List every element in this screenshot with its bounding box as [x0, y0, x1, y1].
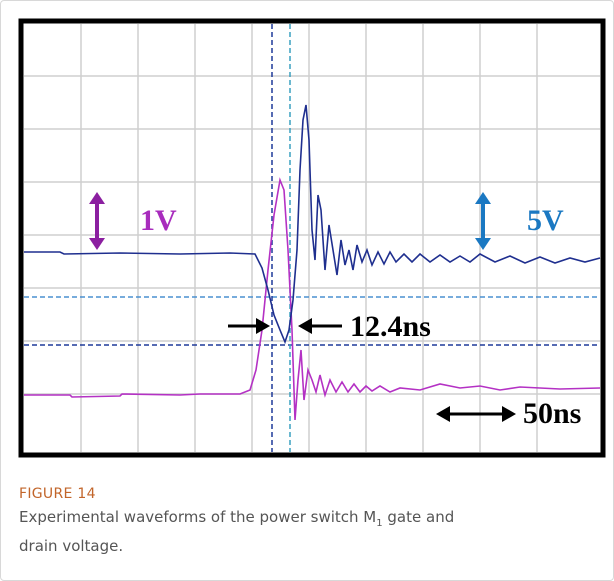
annotation: 1V [140, 204, 177, 237]
caption-text: Experimental waveforms of the power swit… [19, 506, 489, 557]
annotation: 5V [527, 204, 564, 237]
oscilloscope-image: 1V 5V 12.4ns 50ns [0, 0, 614, 470]
annotation: 12.4ns [350, 310, 431, 343]
caption-text-part: Experimental waveforms of the power swit… [19, 508, 376, 526]
page: 1V 5V 12.4ns 50ns FIGURE 14 Experimental… [0, 0, 614, 581]
caption-label: FIGURE 14 [19, 486, 96, 502]
annotation: 50ns [523, 397, 581, 430]
